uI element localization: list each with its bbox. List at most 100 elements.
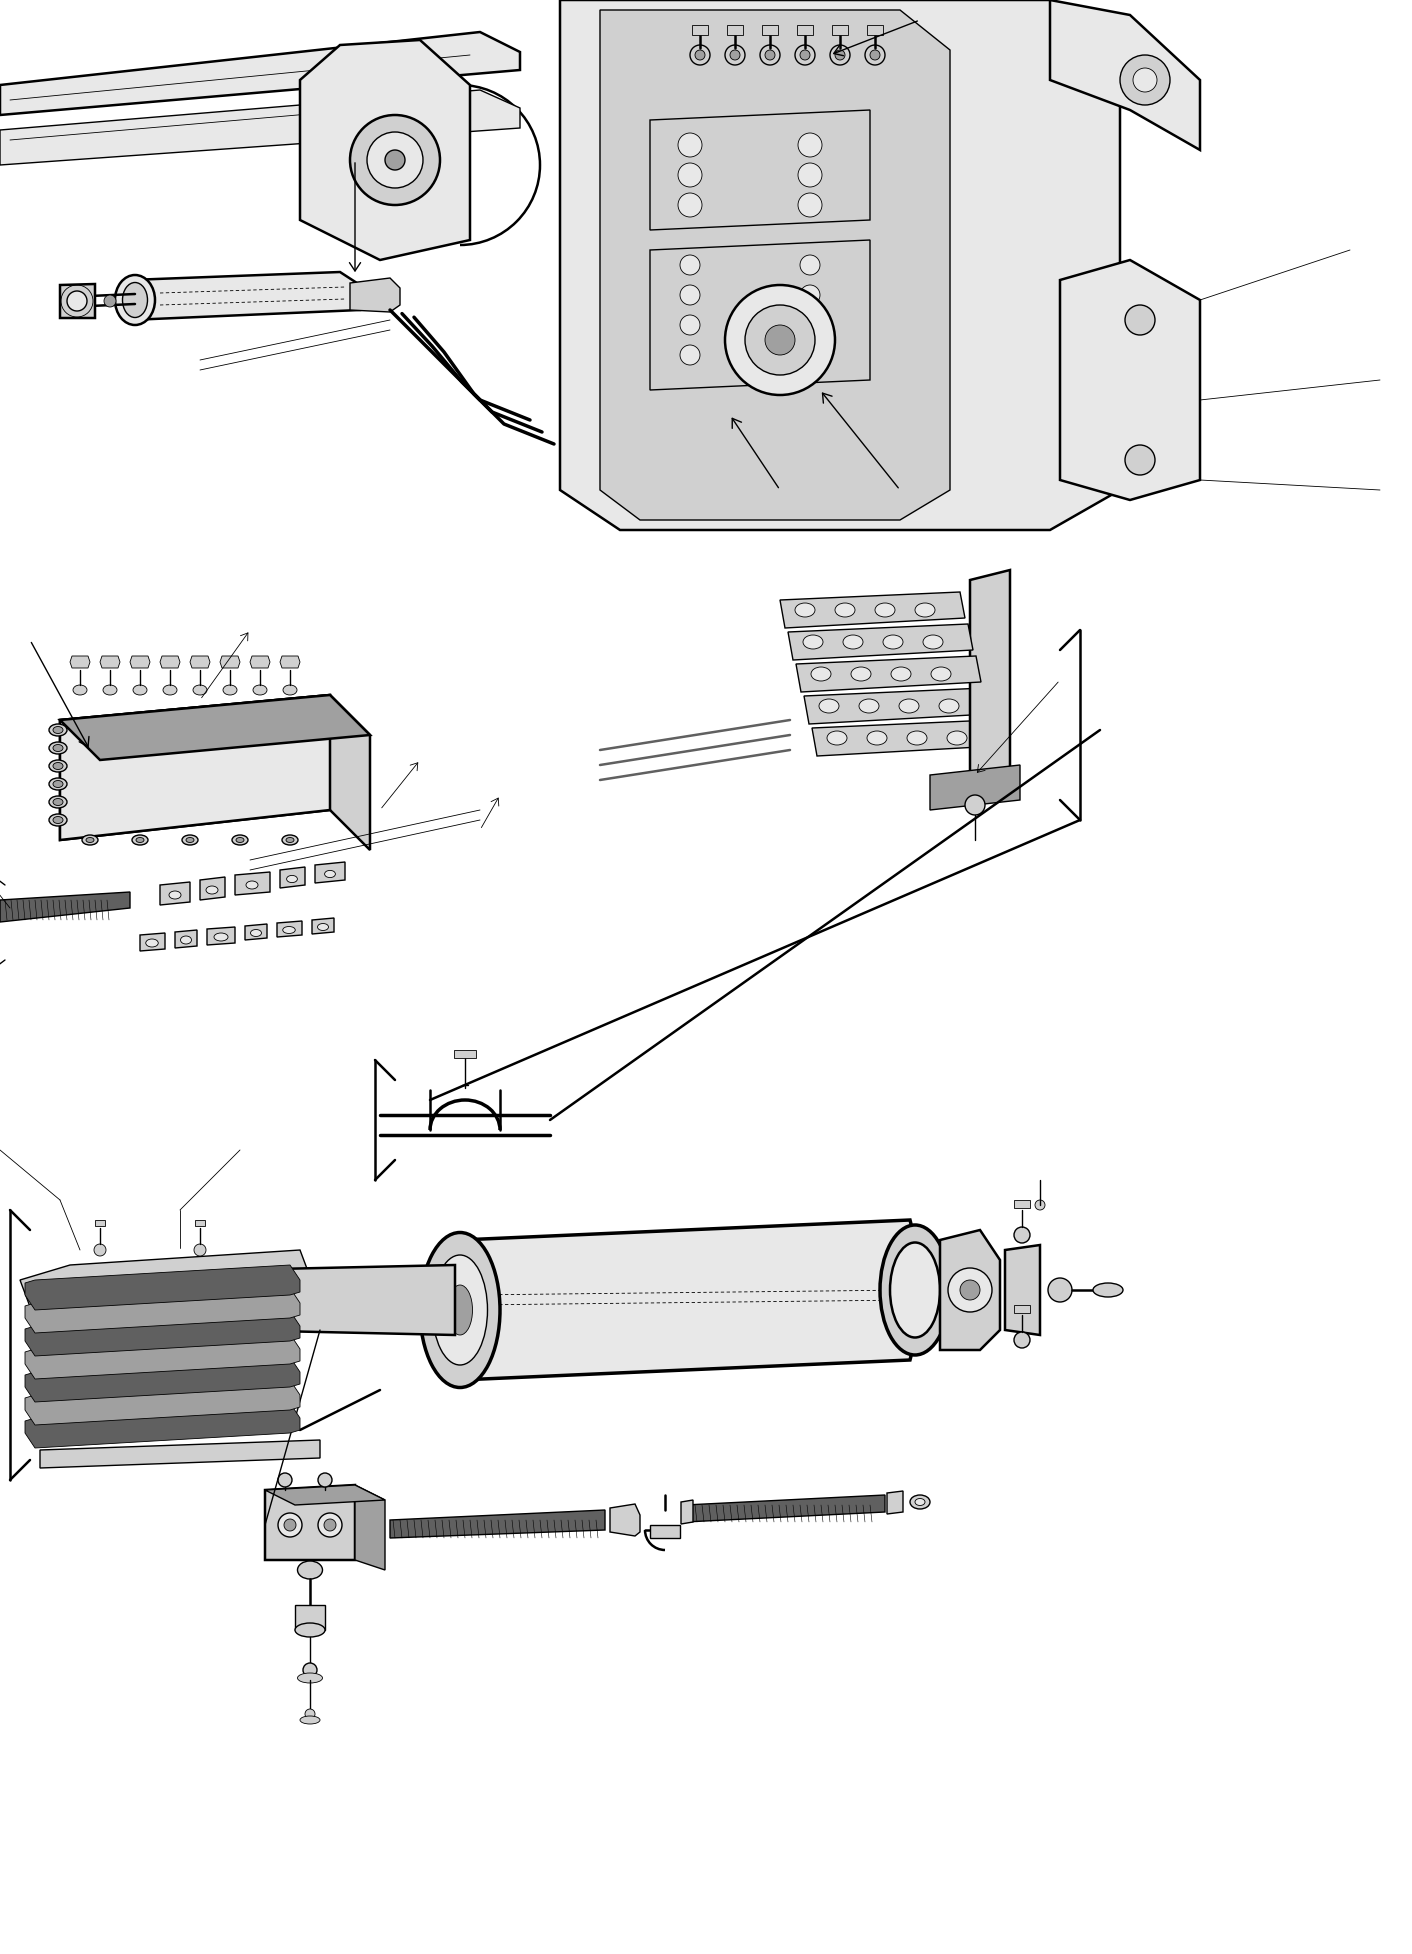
Ellipse shape: [899, 700, 919, 713]
Polygon shape: [315, 862, 345, 883]
Ellipse shape: [851, 666, 871, 682]
Circle shape: [1014, 1227, 1029, 1243]
Circle shape: [350, 115, 441, 205]
Ellipse shape: [232, 834, 249, 844]
Ellipse shape: [939, 700, 959, 713]
Ellipse shape: [114, 276, 155, 324]
Ellipse shape: [181, 936, 192, 944]
Polygon shape: [812, 719, 997, 756]
Polygon shape: [220, 657, 240, 668]
Circle shape: [95, 1245, 106, 1256]
Circle shape: [66, 291, 88, 311]
Polygon shape: [610, 1505, 640, 1536]
Polygon shape: [299, 39, 470, 260]
Circle shape: [193, 1245, 206, 1256]
Ellipse shape: [795, 604, 815, 617]
Ellipse shape: [193, 686, 208, 696]
Ellipse shape: [282, 926, 295, 934]
Circle shape: [765, 324, 795, 356]
Polygon shape: [59, 696, 370, 760]
Polygon shape: [788, 623, 973, 660]
Polygon shape: [140, 932, 165, 952]
Polygon shape: [195, 1219, 205, 1225]
Ellipse shape: [49, 778, 66, 789]
Polygon shape: [931, 766, 1019, 811]
Polygon shape: [796, 25, 813, 35]
Ellipse shape: [86, 838, 95, 842]
Circle shape: [760, 45, 779, 64]
Polygon shape: [25, 1264, 299, 1309]
Ellipse shape: [419, 1233, 500, 1387]
Circle shape: [724, 45, 746, 64]
Polygon shape: [250, 657, 270, 668]
Ellipse shape: [223, 686, 237, 696]
Polygon shape: [160, 881, 191, 905]
Polygon shape: [460, 1219, 921, 1380]
Circle shape: [801, 285, 820, 305]
Ellipse shape: [215, 932, 227, 942]
Ellipse shape: [103, 686, 117, 696]
Polygon shape: [246, 924, 267, 940]
Ellipse shape: [54, 762, 64, 770]
Ellipse shape: [250, 930, 261, 936]
Polygon shape: [277, 920, 302, 938]
Circle shape: [681, 346, 700, 365]
Polygon shape: [455, 1049, 476, 1057]
Ellipse shape: [803, 635, 823, 649]
Circle shape: [730, 51, 740, 61]
Circle shape: [960, 1280, 980, 1299]
Ellipse shape: [54, 727, 64, 733]
Circle shape: [323, 1518, 336, 1532]
Polygon shape: [1014, 1305, 1029, 1313]
Ellipse shape: [810, 666, 832, 682]
Polygon shape: [130, 657, 150, 668]
Polygon shape: [796, 657, 981, 692]
Ellipse shape: [136, 838, 144, 842]
Polygon shape: [803, 688, 988, 725]
Polygon shape: [940, 1229, 1000, 1350]
Ellipse shape: [49, 760, 66, 772]
Ellipse shape: [246, 881, 258, 889]
Polygon shape: [25, 1356, 299, 1403]
Ellipse shape: [875, 604, 895, 617]
Ellipse shape: [131, 834, 148, 844]
Circle shape: [284, 1518, 297, 1532]
Ellipse shape: [834, 604, 856, 617]
Ellipse shape: [298, 1561, 322, 1579]
Circle shape: [104, 295, 116, 307]
Polygon shape: [350, 277, 400, 313]
Ellipse shape: [236, 838, 244, 842]
Ellipse shape: [891, 666, 911, 682]
Circle shape: [1048, 1278, 1072, 1301]
Ellipse shape: [169, 891, 181, 899]
Polygon shape: [71, 657, 90, 668]
Polygon shape: [312, 918, 335, 934]
Polygon shape: [25, 1335, 299, 1380]
Polygon shape: [561, 0, 1120, 530]
Ellipse shape: [890, 1243, 940, 1337]
Ellipse shape: [1093, 1284, 1123, 1297]
Polygon shape: [59, 283, 95, 319]
Circle shape: [801, 346, 820, 365]
Polygon shape: [280, 657, 299, 668]
Polygon shape: [762, 25, 778, 35]
Ellipse shape: [49, 725, 66, 737]
Polygon shape: [201, 877, 225, 901]
Ellipse shape: [49, 743, 66, 754]
Circle shape: [947, 1268, 993, 1311]
Ellipse shape: [867, 731, 887, 744]
Ellipse shape: [325, 870, 336, 877]
Circle shape: [801, 315, 820, 334]
Circle shape: [866, 45, 885, 64]
Circle shape: [278, 1473, 292, 1487]
Ellipse shape: [145, 940, 158, 948]
Ellipse shape: [73, 686, 88, 696]
Ellipse shape: [432, 1254, 487, 1366]
Ellipse shape: [299, 1716, 321, 1723]
Ellipse shape: [253, 686, 267, 696]
Polygon shape: [1014, 1200, 1029, 1208]
Ellipse shape: [882, 635, 904, 649]
Ellipse shape: [915, 1499, 925, 1505]
Polygon shape: [230, 1264, 455, 1335]
Circle shape: [801, 256, 820, 276]
